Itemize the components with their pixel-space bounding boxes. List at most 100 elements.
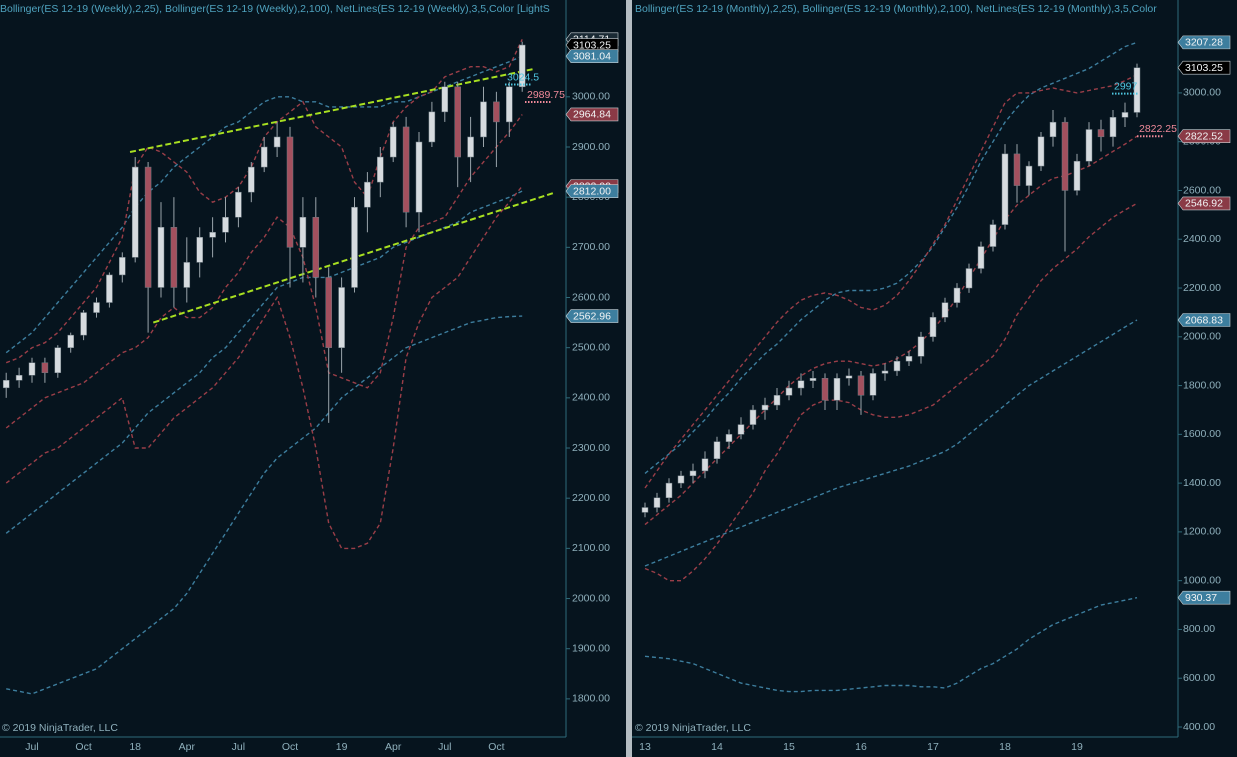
candle-body — [325, 277, 332, 348]
candle-body — [157, 227, 165, 288]
candle-body — [15, 375, 23, 381]
candle-body — [1037, 136, 1045, 167]
candle-body — [785, 387, 793, 396]
price-tag-label: 2822.52 — [1185, 130, 1223, 142]
band-line — [644, 41, 1138, 474]
x-tick-label: 15 — [783, 741, 795, 753]
candle-body — [80, 312, 87, 336]
candle-body — [28, 362, 36, 376]
candle-body — [144, 166, 152, 288]
y-tick-label: 1800.00 — [572, 693, 610, 705]
copyright: © 2019 NinjaTrader, LLC — [2, 722, 118, 734]
panel-title: Bollinger(ES 12-19 (Weekly),2,25), Bolli… — [0, 3, 550, 15]
annotation-label: 2822.25 — [1139, 123, 1177, 135]
panel-divider — [626, 0, 632, 757]
price-tag-label: 930.37 — [1185, 592, 1217, 604]
price-tag-label: 3103.25 — [573, 39, 611, 51]
band-line — [644, 135, 1138, 526]
candle-body — [209, 232, 216, 238]
candle-body — [725, 434, 733, 442]
candle-body — [170, 227, 178, 288]
price-tag-label: 3207.28 — [1185, 37, 1223, 49]
candle-body — [833, 378, 841, 401]
candle-body — [93, 302, 100, 313]
candle-body — [665, 482, 673, 499]
band-line — [644, 73, 1138, 489]
candle-body — [653, 497, 661, 508]
candle-body — [428, 111, 436, 143]
y-tick-label: 1600.00 — [1183, 428, 1221, 440]
band-line — [5, 55, 523, 354]
x-tick-label: 14 — [711, 741, 723, 753]
candle-body — [1073, 160, 1081, 191]
candle-body — [260, 146, 268, 168]
candle-body — [941, 302, 949, 318]
candle-body — [749, 409, 757, 425]
candle-body — [518, 44, 526, 88]
annotation-label: 3024.5 — [507, 71, 539, 83]
candle-body — [641, 507, 649, 513]
candle-body — [1025, 165, 1033, 186]
candle-body — [1133, 67, 1141, 113]
candle-body — [2, 380, 10, 389]
y-tick-label: 3000.00 — [572, 91, 610, 103]
candle-body — [119, 257, 126, 276]
x-tick-label: Apr — [179, 741, 196, 753]
x-tick-label: Oct — [75, 741, 91, 753]
x-tick-label: 17 — [927, 741, 939, 753]
candle-body — [1001, 153, 1009, 225]
candle-body — [1061, 121, 1069, 191]
price-tag — [1177, 196, 1231, 211]
price-tag-label: 2562.96 — [573, 310, 611, 322]
candle-body — [389, 126, 397, 158]
candle-body — [480, 101, 487, 138]
price-tag — [565, 107, 619, 122]
y-tick-label: 2100.00 — [572, 542, 610, 554]
y-tick-label: 2600.00 — [1183, 184, 1221, 196]
candle-body — [351, 206, 358, 288]
x-tick-label: 18 — [999, 741, 1011, 753]
y-tick-label: 1000.00 — [1183, 574, 1221, 586]
candle-body — [67, 334, 74, 348]
trend-line — [129, 68, 533, 153]
candle-body — [415, 141, 423, 213]
candle-body — [677, 475, 685, 484]
candle-body — [506, 86, 513, 123]
y-tick-label: 1900.00 — [572, 642, 610, 654]
band-line — [5, 185, 523, 550]
candle-body — [1049, 121, 1057, 138]
x-tick-label: Apr — [385, 741, 402, 753]
y-tick-label: 2600.00 — [572, 291, 610, 303]
price-tag — [1177, 35, 1231, 50]
candle-body — [773, 395, 781, 406]
x-tick-label: Jul — [25, 741, 38, 753]
candle-body — [248, 166, 255, 193]
y-tick-label: 2700.00 — [572, 241, 610, 253]
price-tag — [1177, 313, 1231, 327]
band-line — [5, 114, 523, 429]
candle-body — [761, 404, 769, 411]
candle-body — [441, 86, 449, 113]
y-tick-label: 800.00 — [1183, 623, 1215, 635]
candle-body — [364, 181, 371, 208]
y-tick-label: 1400.00 — [1183, 477, 1221, 489]
price-tag — [1177, 129, 1231, 144]
candle-body — [737, 424, 745, 435]
price-tag — [1177, 590, 1231, 605]
candle-body — [312, 216, 320, 278]
annotation-label: 2989.75 — [527, 89, 565, 101]
candle-body — [881, 370, 889, 374]
candle-body — [54, 347, 62, 374]
candle-body — [893, 360, 901, 372]
price-tag — [565, 184, 619, 198]
candle-body — [689, 470, 697, 477]
price-tag-label: 2964.84 — [573, 109, 611, 121]
y-tick-label: 2000.00 — [572, 592, 610, 604]
y-tick-label: 2200.00 — [572, 492, 610, 504]
candle-body — [953, 287, 961, 303]
candle-body — [131, 166, 139, 258]
y-tick-label: 600.00 — [1183, 672, 1215, 684]
candle-body — [299, 216, 307, 248]
candle-body — [467, 136, 474, 158]
